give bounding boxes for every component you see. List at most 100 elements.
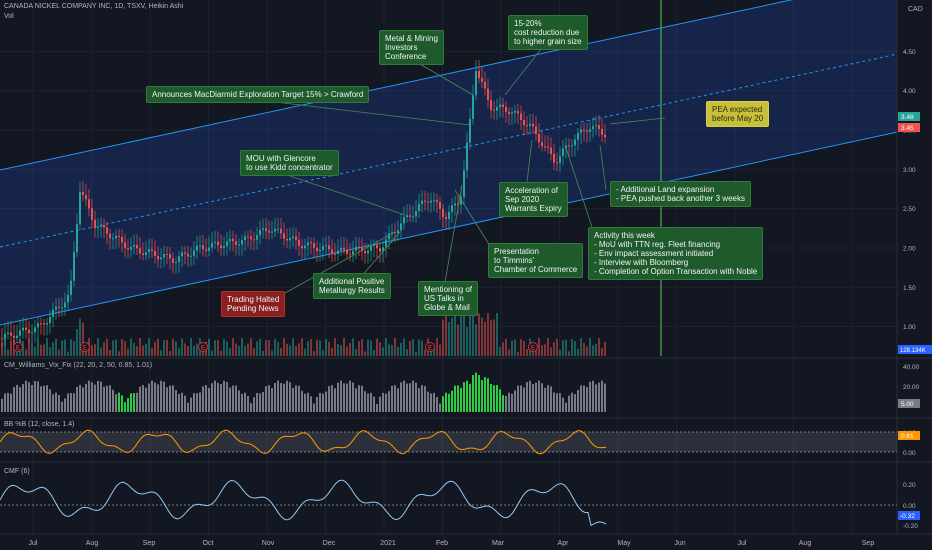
candle-body (148, 249, 150, 253)
volume-bar (34, 346, 36, 356)
volume-bar (10, 340, 12, 356)
vix-tick: 20.00 (903, 384, 920, 391)
vix-bar (583, 385, 585, 412)
annotation-halted: Trading Halted Pending News (221, 291, 286, 317)
volume-bar (592, 345, 594, 356)
candle-body (127, 248, 129, 250)
volume-bar (160, 350, 162, 356)
volume-bar (454, 313, 456, 356)
candle-body (397, 230, 399, 234)
time-axis-label: Jul (738, 540, 747, 547)
cmf-tick: -0.20 (903, 523, 918, 530)
volume-bar (337, 344, 339, 356)
candle-body (598, 125, 600, 129)
vix-bar (367, 393, 369, 412)
candle-body (445, 216, 447, 219)
volume-bar (214, 340, 216, 356)
earnings-letter: E (531, 346, 535, 352)
vix-bar (436, 396, 438, 412)
vix-bar (520, 385, 522, 412)
candle-body (34, 327, 36, 333)
candle-body (139, 248, 141, 254)
annotation-mentioning: Mentioning of US Talks in Globe & Mail (418, 281, 479, 316)
vix-bar (265, 386, 267, 412)
vix-bar (217, 382, 219, 412)
vix-bar (199, 392, 201, 412)
volume-bar (442, 319, 444, 356)
volume-bar (331, 347, 333, 356)
candle-body (403, 217, 405, 224)
candle-body (340, 247, 342, 251)
volume-label: Vol (4, 13, 14, 20)
volume-bar (304, 348, 306, 356)
volume-bar (55, 338, 57, 356)
vix-bar (511, 393, 513, 412)
candle-body (496, 107, 498, 111)
volume-bar (388, 344, 390, 356)
time-axis-label: May (617, 540, 631, 547)
annotation-leader (526, 139, 533, 183)
earnings-marker (528, 342, 538, 352)
volume-bar (379, 342, 381, 356)
volume-bar (493, 319, 495, 356)
chart-title: CANADA NICKEL COMPANY INC, 1D, TSXV, Hei… (4, 3, 184, 10)
candle-body (238, 244, 240, 246)
candle-body (508, 111, 510, 115)
volume-bar (217, 340, 219, 356)
candle-body (352, 250, 354, 255)
volume-bar (502, 342, 504, 356)
candle-body (271, 231, 273, 233)
volume-bar (568, 351, 570, 356)
price-tag-b-bg (898, 123, 920, 132)
time-axis-label: Nov (262, 540, 275, 547)
vix-bar (388, 391, 390, 412)
candle-body (436, 200, 438, 203)
annotation-leader (289, 175, 406, 216)
candle-body (355, 246, 357, 251)
volume-bar (46, 338, 48, 356)
vix-bar (49, 389, 51, 412)
vix-bar (442, 396, 444, 412)
vix-bar (604, 383, 606, 412)
volume-bar (553, 342, 555, 356)
vix-bar (163, 381, 165, 412)
volume-bar (310, 339, 312, 356)
vix-tag: 5.00 (901, 401, 914, 408)
volume-bar (253, 348, 255, 356)
price-tick-label: 2.50 (903, 206, 916, 213)
volume-bar (94, 344, 96, 356)
annotation-pea: PEA expected before May 20 (706, 101, 770, 127)
volume-bar (418, 339, 420, 356)
earnings-letter: E (83, 346, 87, 352)
candle-body (253, 239, 255, 241)
vix-bar (235, 385, 237, 412)
volume-bar (514, 339, 516, 356)
vix-bar (109, 385, 111, 412)
volume-bar (187, 345, 189, 356)
channel-upper (0, 0, 794, 171)
candle-body (505, 106, 507, 112)
vix-bar (556, 393, 558, 412)
vix-bar (106, 385, 108, 412)
candle-body (313, 243, 315, 248)
vix-bar (229, 387, 231, 412)
vix-bar (574, 394, 576, 412)
volume-bar (115, 339, 117, 356)
volume-bar (154, 341, 156, 356)
volume-bar (511, 340, 513, 356)
price-tick-label: 1.00 (903, 324, 916, 331)
candle-body (325, 245, 327, 247)
candle-body (421, 200, 423, 205)
volume-bar (361, 339, 363, 356)
candle-body (247, 236, 249, 238)
volume-bar (397, 346, 399, 356)
candle-body (154, 250, 156, 257)
candle-body (232, 238, 234, 242)
volume-bar (28, 338, 30, 356)
candle-body (244, 236, 246, 241)
vix-bar (412, 380, 414, 412)
volume-bar (145, 343, 147, 356)
vix-bar (139, 386, 141, 412)
volume-bar (412, 339, 414, 356)
volume-bar (355, 348, 357, 356)
